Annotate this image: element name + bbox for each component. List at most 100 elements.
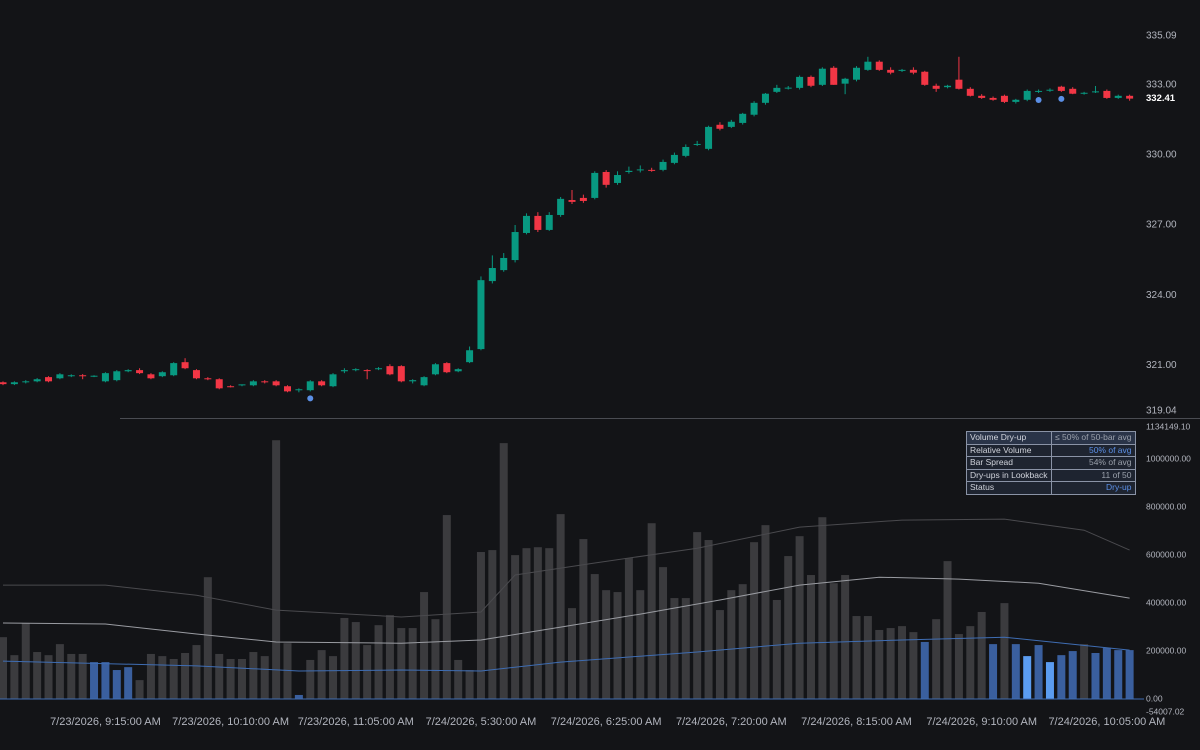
candle-body bbox=[33, 379, 41, 382]
candle-body bbox=[955, 79, 963, 89]
info-row: Dry-ups in Lookback 11 of 50 bbox=[966, 468, 1136, 482]
volume-bar bbox=[852, 616, 861, 700]
info-value: ≤ 50% of 50-bar avg bbox=[1051, 431, 1136, 445]
candle-body bbox=[295, 389, 303, 391]
y2-tick-label: 800000.00 bbox=[1146, 501, 1186, 511]
volume-bar bbox=[966, 626, 975, 700]
candle-body bbox=[420, 377, 428, 386]
candle-body bbox=[750, 102, 758, 115]
volume-bar bbox=[408, 628, 417, 700]
candle-body bbox=[431, 364, 439, 375]
volume-bar bbox=[101, 662, 110, 700]
candle-body bbox=[79, 375, 87, 377]
volume-bar bbox=[863, 616, 872, 700]
y-tick-label: 321.00 bbox=[1146, 360, 1177, 371]
candle-body bbox=[807, 76, 815, 86]
volume-bar bbox=[886, 628, 895, 700]
candle-body bbox=[215, 379, 223, 389]
candle-body bbox=[1035, 90, 1043, 92]
candle-body bbox=[340, 370, 348, 372]
candle-body bbox=[796, 76, 804, 88]
candle-body bbox=[192, 370, 200, 379]
volume-bar bbox=[727, 590, 736, 700]
candle-body bbox=[773, 87, 781, 92]
volume-bar bbox=[124, 667, 133, 700]
volume-bar bbox=[431, 619, 440, 700]
candle-body bbox=[45, 377, 53, 382]
volume-bar bbox=[670, 598, 679, 700]
volume-bar bbox=[1080, 644, 1089, 700]
x-tick-label: 7/23/2026, 9:15:00 AM bbox=[50, 716, 161, 728]
candle-body bbox=[56, 374, 64, 379]
volume-bar bbox=[1068, 651, 1077, 700]
volume-bar bbox=[442, 515, 451, 700]
volume-bar bbox=[363, 645, 372, 700]
volume-bar bbox=[511, 555, 520, 700]
candle-body bbox=[1114, 95, 1122, 98]
volume-bar bbox=[465, 670, 474, 700]
last-price-label: 332.41 bbox=[1146, 93, 1176, 104]
candle-body bbox=[579, 197, 587, 201]
volume-bar bbox=[192, 645, 201, 700]
candle-body bbox=[614, 175, 622, 183]
info-key: Status bbox=[966, 481, 1052, 495]
y-tick-label: 330.00 bbox=[1146, 150, 1177, 161]
candle-body bbox=[170, 363, 178, 376]
volume-bar bbox=[1023, 656, 1032, 700]
candle-body bbox=[284, 386, 291, 392]
candle-body bbox=[363, 370, 371, 372]
volume-bar bbox=[78, 653, 87, 700]
info-value: 50% of avg bbox=[1051, 443, 1136, 457]
volume-bar bbox=[169, 658, 178, 700]
volume-bar bbox=[761, 525, 770, 700]
volume-bar bbox=[841, 575, 850, 700]
volume-bar bbox=[215, 653, 224, 700]
candle-body bbox=[500, 257, 508, 271]
candle-body bbox=[545, 214, 553, 230]
candle-body bbox=[113, 371, 121, 381]
y-tick-label: 327.00 bbox=[1146, 220, 1177, 231]
volume-bar bbox=[772, 599, 781, 700]
candle-body bbox=[136, 370, 144, 374]
candle-body bbox=[1126, 95, 1134, 99]
volume-bar bbox=[522, 548, 531, 700]
volume-bar bbox=[545, 548, 554, 700]
volume-bar bbox=[920, 641, 929, 700]
volume-bar bbox=[67, 653, 76, 700]
candle-body bbox=[887, 69, 895, 73]
volume-bar bbox=[10, 655, 19, 700]
candle-body bbox=[318, 381, 326, 386]
candle-body bbox=[306, 381, 314, 391]
volume-bar bbox=[704, 540, 713, 700]
volume-bar bbox=[90, 662, 99, 700]
candle-body bbox=[397, 366, 405, 382]
candle-body bbox=[1012, 99, 1020, 102]
signal-dot bbox=[1035, 97, 1042, 104]
volume-bar bbox=[249, 652, 258, 700]
info-key: Volume Dry-up bbox=[966, 431, 1052, 445]
candle-body bbox=[1069, 88, 1077, 94]
volume-bar bbox=[613, 592, 622, 700]
volume-bar bbox=[829, 583, 838, 700]
volume-bar bbox=[738, 584, 747, 700]
volume-bar bbox=[260, 656, 269, 700]
volume-bar bbox=[568, 608, 576, 700]
candle-body bbox=[898, 69, 906, 71]
candle-body bbox=[101, 373, 109, 382]
volume-bar bbox=[784, 556, 793, 700]
candle-body bbox=[864, 61, 872, 70]
candle-body bbox=[352, 369, 360, 371]
volume-bar bbox=[954, 634, 963, 700]
candle-body bbox=[227, 386, 235, 388]
volume-bar bbox=[1102, 647, 1111, 700]
info-key: Relative Volume bbox=[966, 443, 1052, 457]
candle-body bbox=[67, 375, 75, 377]
info-row: Bar Spread 54% of avg bbox=[966, 456, 1136, 470]
x-tick-label: 7/23/2026, 10:10:00 AM bbox=[172, 716, 289, 728]
candle-body bbox=[1057, 86, 1065, 91]
y2-tick-label: 0.00 bbox=[1146, 693, 1163, 703]
candle-body bbox=[921, 71, 929, 85]
volume-bar bbox=[624, 558, 633, 700]
candle-body bbox=[534, 215, 542, 230]
info-key: Dry-ups in Lookback bbox=[966, 468, 1052, 482]
